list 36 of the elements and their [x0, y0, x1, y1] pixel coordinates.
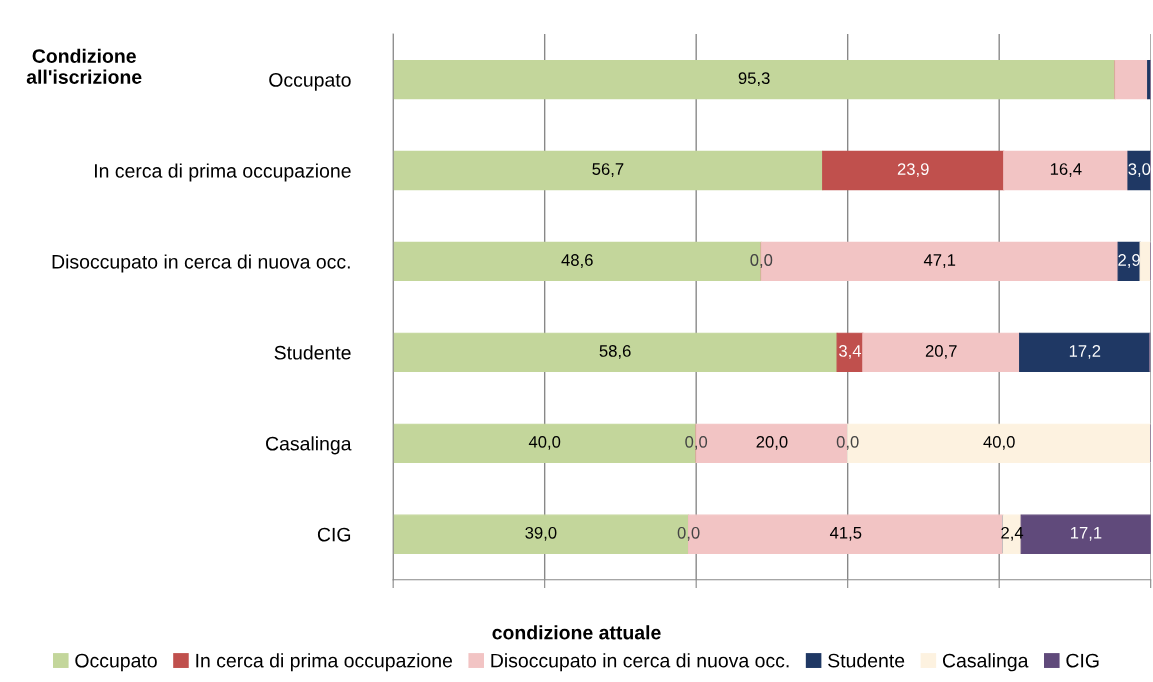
- data-label: 0,0: [836, 435, 859, 450]
- data-label: 2,9: [1118, 254, 1140, 268]
- data-label: 20,0: [756, 435, 788, 450]
- legend-label: Studente: [828, 653, 905, 668]
- data-label: 0,0: [750, 254, 773, 268]
- x-axis-title: condizione attuale: [492, 625, 661, 640]
- data-label: 20,7: [925, 345, 957, 359]
- data-label: 40,0: [983, 435, 1015, 450]
- y-tick-label: Occupato: [269, 73, 351, 91]
- data-label: 39,0: [525, 526, 557, 541]
- y-tick-label: Studente: [274, 345, 351, 360]
- y-tick-label: In cerca di prima occupazione: [95, 163, 351, 182]
- data-label: 3,0: [1128, 163, 1151, 177]
- data-label: 40,0: [528, 435, 561, 450]
- data-label: 0,0: [685, 435, 708, 450]
- data-label: 47,1: [923, 254, 956, 268]
- data-label: 58,6: [599, 345, 631, 359]
- y-tick-label: Casalinga: [266, 436, 352, 455]
- data-label: 23,9: [897, 163, 929, 177]
- data-label: 17,1: [1070, 527, 1102, 541]
- legend-label: Casalinga: [942, 653, 1029, 672]
- data-label: 0,0: [677, 526, 700, 541]
- legend-label: CIG: [1066, 653, 1099, 668]
- legend-label: Occupato: [75, 653, 157, 672]
- legend-label: Disoccupato in cerca di nuova occ.: [491, 653, 789, 672]
- data-label: 3,4: [839, 345, 862, 359]
- data-label: 16,4: [1050, 163, 1082, 177]
- data-label: 41,5: [829, 527, 862, 541]
- y-tick-label: Disoccupato in cerca di nuova occ.: [52, 254, 350, 273]
- data-label: 48,6: [561, 254, 593, 268]
- y-axis-title: Condizione all'iscrizione: [26, 48, 142, 84]
- data-label: 95,3: [738, 72, 770, 87]
- y-tick-label: CIG: [317, 527, 351, 542]
- data-label: 17,2: [1069, 345, 1101, 359]
- legend-label: In cerca di prima occupazione: [196, 653, 453, 672]
- data-label: 56,7: [592, 163, 624, 177]
